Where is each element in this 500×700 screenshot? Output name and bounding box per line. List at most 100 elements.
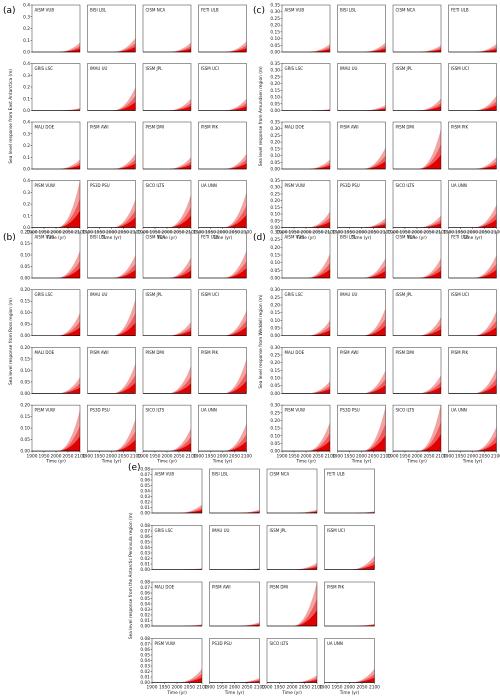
y-tick-label: 0.35 xyxy=(270,3,280,9)
x-tick-label: 2100 xyxy=(312,685,323,691)
y-tick-label: 0.15 xyxy=(20,414,30,420)
subplot-a-8: ISSM UCI xyxy=(198,63,247,111)
subplot-b-1: AISM VUB 0.00 0.05 0.10 0.15 0.20 xyxy=(20,230,81,282)
subplot-b-10: PISM AWI xyxy=(87,347,136,394)
model-label: PISM AWI xyxy=(340,125,359,130)
y-tick-label: 0.30 xyxy=(270,403,280,409)
y-tick-label: 0.35 xyxy=(270,120,280,126)
x-tick-label: 2100 xyxy=(254,685,265,691)
y-tick-label: 0.25 xyxy=(270,353,280,359)
subplot-d-1: AISM VUB 0.00 0.05 0.100.15 0.20 0.250.30 xyxy=(270,230,331,282)
series-inner-band xyxy=(306,330,330,336)
x-tick-label: 1950 xyxy=(455,230,466,236)
x-axis-label: Time (yr) xyxy=(339,690,360,696)
x-tick-label: 1950 xyxy=(332,685,343,691)
y-tick-label: 0.06 xyxy=(140,591,150,597)
model-label: GRIS LSC xyxy=(155,528,174,533)
y-tick-label: 0.4 xyxy=(23,61,30,67)
axes-frame xyxy=(324,525,375,570)
axes-frame xyxy=(87,121,136,170)
subplot-b-3: CISM NCA xyxy=(142,231,192,279)
x-tick-label: 2050 xyxy=(229,230,240,236)
y-tick-label: 0.00 xyxy=(270,108,280,114)
y-axis-label-b: Sea level response from Ross region (m) xyxy=(8,298,14,385)
series-inner-band xyxy=(222,268,247,278)
model-label: BISI LBL xyxy=(340,8,357,13)
x-tick-label: 2050 xyxy=(368,230,379,236)
y-tick-label: 0.0 xyxy=(23,108,30,114)
x-tick-label: 1950 xyxy=(150,230,161,236)
y-tick-label: 0.05 xyxy=(140,483,150,489)
x-tick-label: 1950 xyxy=(400,453,411,459)
model-label: IMAU UU xyxy=(212,528,229,533)
series-inner-band xyxy=(177,510,202,513)
y-tick-label: 0.25 xyxy=(270,237,280,243)
model-label: IMAU UU xyxy=(340,292,357,297)
model-label: PISM AWI xyxy=(90,350,109,355)
y-tick-label: 0.04 xyxy=(140,489,150,495)
x-tick-label: 2050 xyxy=(424,453,435,459)
y-tick-label: 0.25 xyxy=(270,191,280,197)
model-label: CISM NCA xyxy=(146,8,166,13)
series-inner-band xyxy=(472,326,497,336)
axes-frame xyxy=(337,121,386,170)
panel-e: (e)AISM VUB0.000.010.020.030.040.050.060… xyxy=(128,463,380,696)
x-tick-label: 2000 xyxy=(217,230,228,236)
y-tick-label: 0.00 xyxy=(270,225,280,231)
y-tick-label: 0.15 xyxy=(270,253,280,259)
y-tick-label: 0.05 xyxy=(270,383,280,389)
y-tick-label: 0.0 xyxy=(23,167,30,173)
y-axis-label-a: Sea level response from East Antarctica … xyxy=(8,69,14,164)
axes-frame xyxy=(448,4,497,53)
model-label: CISM NCA xyxy=(396,8,416,13)
x-tick-label: 2050 xyxy=(174,453,185,459)
y-tick-label: 0.08 xyxy=(140,523,150,529)
subplot-c-1: AISM VUB 0.000.050.100.150.200.250.300.35 xyxy=(270,3,331,56)
x-tick-label: 1950 xyxy=(94,230,105,236)
model-label: GRIS LSC xyxy=(35,66,54,71)
y-tick-label: 0.10 xyxy=(270,212,280,218)
subplot-b-14: PS3D PSU 1900 1950 2000 2050 2100 Time (yr) xyxy=(82,404,141,465)
series-inner-band xyxy=(417,386,441,394)
y-tick-label: 0.00 xyxy=(140,624,150,630)
y-tick-label: 0.07 xyxy=(140,472,150,478)
model-label: PISM DMI xyxy=(270,585,289,590)
subplot-c-4: FETI ULB xyxy=(448,4,497,53)
model-label: IMAU UU xyxy=(90,292,107,297)
panel-c: (c) AISM VUB0.000.050.100.150.200.250.300… xyxy=(253,3,500,242)
model-label: PS3D PSU xyxy=(340,183,360,188)
series-inner-band xyxy=(472,384,497,394)
subplot-c-7: ISSM JPL xyxy=(392,63,442,111)
series-inner-band xyxy=(167,164,191,169)
x-tick-label: 2100 xyxy=(75,453,86,459)
y-tick-label: 0.1 xyxy=(23,38,30,44)
series-inner-band xyxy=(56,268,80,278)
axes-frame xyxy=(448,63,497,111)
axes-frame xyxy=(142,289,192,336)
y-tick-label: 0.15 xyxy=(20,299,30,305)
y-tick-label: 0.1 xyxy=(23,155,30,161)
series-inner-band xyxy=(167,270,191,278)
model-label: ISSM UCI xyxy=(327,528,345,533)
x-axis-label: Time (yr) xyxy=(406,459,427,465)
model-label: MALI DOE xyxy=(35,125,55,130)
model-label: PS3D PSU xyxy=(212,641,232,646)
y-tick-label: 0.30 xyxy=(270,230,280,236)
y-tick-label: 0.05 xyxy=(20,437,30,443)
y-tick-label: 0.05 xyxy=(270,160,280,166)
y-tick-label: 0.01 xyxy=(140,505,150,511)
panel-label-b: (b) xyxy=(3,233,16,243)
x-tick-label: 2000 xyxy=(356,453,367,459)
axes-frame xyxy=(392,63,442,111)
series-inner-band xyxy=(56,210,80,228)
y-tick-label: 0.20 xyxy=(20,403,30,409)
x-tick-label: 2050 xyxy=(313,230,324,236)
y-tick-label: 0.20 xyxy=(270,303,280,309)
model-label: PISM DMI xyxy=(146,350,165,355)
series-inner-band xyxy=(222,441,247,452)
y-tick-label: 0.15 xyxy=(270,426,280,432)
series-inner-band xyxy=(306,388,330,394)
model-label: PISM PIK xyxy=(201,125,218,130)
subplot-d-14: PS3D PSU 1900 1950 2000 2050 2100 Time (yr) xyxy=(332,404,391,465)
